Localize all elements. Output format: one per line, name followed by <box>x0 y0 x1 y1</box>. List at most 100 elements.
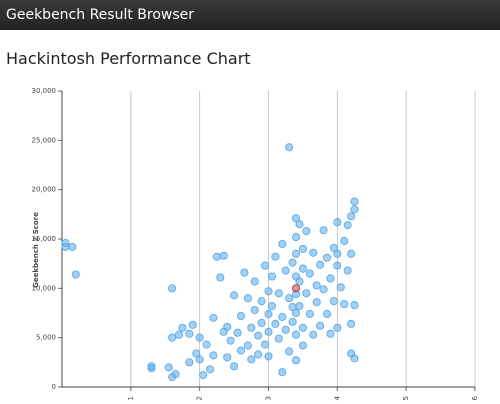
point <box>257 318 266 327</box>
point <box>261 340 270 349</box>
point <box>243 341 252 350</box>
point <box>185 358 194 367</box>
point <box>240 268 249 277</box>
point <box>216 273 225 282</box>
point <box>298 323 307 332</box>
point <box>68 242 77 251</box>
point <box>278 312 287 321</box>
point <box>261 261 270 270</box>
point <box>291 284 301 293</box>
point <box>298 244 307 253</box>
point <box>340 236 349 246</box>
point <box>195 333 204 342</box>
point <box>333 261 342 270</box>
point <box>333 249 342 258</box>
point <box>250 305 259 315</box>
point <box>278 368 287 377</box>
point <box>71 270 80 279</box>
point <box>302 289 311 298</box>
point <box>295 277 304 286</box>
page-title: Hackintosh Performance Chart <box>6 49 251 68</box>
point <box>168 284 177 293</box>
point <box>319 226 328 235</box>
point <box>291 232 301 242</box>
point <box>333 218 342 227</box>
point <box>230 291 239 300</box>
point <box>291 214 301 223</box>
point <box>350 354 359 363</box>
point <box>174 330 184 339</box>
point <box>209 313 218 322</box>
point <box>264 309 273 319</box>
point <box>230 362 239 371</box>
point <box>254 350 263 359</box>
app-title[interactable]: Geekbench Result Browser <box>6 7 195 23</box>
x-tick-label: 4 <box>333 395 341 400</box>
y-tick-label: 30,000 <box>32 87 57 95</box>
point <box>243 294 252 303</box>
point <box>298 341 307 350</box>
x-tick-label: 3 <box>265 396 273 400</box>
point <box>250 277 259 286</box>
point <box>312 298 321 307</box>
point <box>247 355 256 364</box>
point <box>336 283 345 292</box>
point <box>205 365 215 374</box>
point <box>347 319 356 328</box>
point <box>291 308 301 318</box>
point <box>329 297 338 306</box>
point <box>298 264 307 273</box>
top-bar: Geekbench Result Browser <box>0 0 500 30</box>
point <box>195 355 204 364</box>
point <box>347 249 356 258</box>
point <box>350 301 359 310</box>
point <box>329 243 338 252</box>
point <box>347 212 356 221</box>
point <box>271 319 280 328</box>
point <box>305 309 314 319</box>
point <box>267 302 276 311</box>
point <box>267 272 276 281</box>
point <box>326 329 335 338</box>
point <box>223 322 232 331</box>
point <box>281 325 290 334</box>
point <box>274 289 283 298</box>
point <box>192 349 201 358</box>
point <box>185 329 194 338</box>
x-tick-label: 1 <box>127 396 135 400</box>
point <box>164 363 173 372</box>
point <box>236 346 246 355</box>
point <box>295 220 304 229</box>
point <box>295 302 304 311</box>
point <box>264 287 273 296</box>
point <box>285 294 294 303</box>
point <box>247 323 256 332</box>
point <box>212 252 221 261</box>
point <box>233 328 242 337</box>
y-axis-label: Geekbench 2 Score <box>32 212 40 288</box>
y-tick-label: 25,000 <box>32 136 57 144</box>
point <box>264 352 273 361</box>
point <box>285 143 294 152</box>
point <box>274 334 283 343</box>
point <box>302 227 311 236</box>
point <box>312 281 321 290</box>
y-tick-label: 5,000 <box>36 334 56 342</box>
point <box>281 266 290 275</box>
point <box>209 351 218 360</box>
point <box>343 266 352 275</box>
point <box>322 253 332 262</box>
point <box>147 362 156 371</box>
point <box>168 333 177 342</box>
point <box>223 353 232 362</box>
point <box>316 321 325 330</box>
point <box>264 327 273 336</box>
point <box>309 330 318 339</box>
point <box>322 309 332 319</box>
point <box>291 330 301 339</box>
point <box>219 251 228 260</box>
point <box>326 274 335 283</box>
y-tick-label: 10,000 <box>32 284 57 292</box>
x-tick-label: 2 <box>196 396 204 400</box>
